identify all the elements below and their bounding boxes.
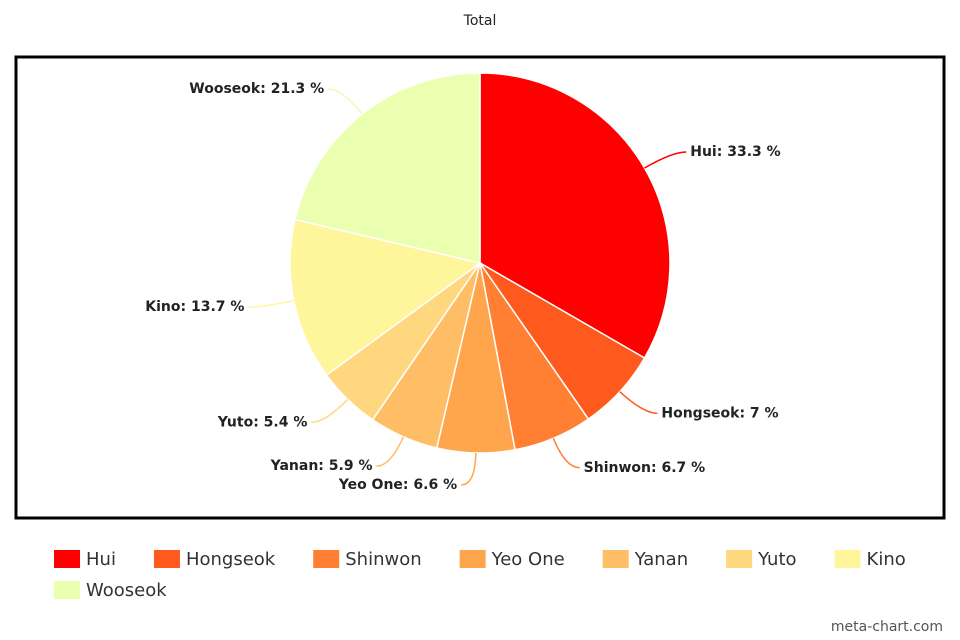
legend-label: Hui	[86, 549, 116, 570]
data-label: Wooseok: 21.3 %	[189, 81, 324, 97]
legend-label: Yeo One	[491, 549, 565, 570]
leader-line	[461, 452, 477, 486]
watermark: meta-chart.com	[831, 619, 943, 635]
legend-swatch	[54, 581, 80, 599]
legend-label: Yanan	[634, 549, 688, 570]
legend-label: Hongseok	[186, 549, 276, 570]
pie-slice	[294, 72, 481, 264]
legend-label: Kino	[867, 549, 906, 570]
legend-swatch	[54, 550, 80, 568]
leader-line	[619, 391, 658, 415]
leader-line	[248, 299, 294, 308]
leader-line	[311, 398, 349, 424]
legend-swatch	[153, 550, 180, 568]
legend-swatch	[459, 550, 486, 568]
leader-line	[644, 151, 687, 169]
legend-swatch	[602, 550, 629, 568]
data-label: Shinwon: 6.7 %	[584, 460, 706, 476]
pie-slice	[479, 72, 671, 360]
data-label: Hui: 33.3 %	[690, 144, 780, 160]
leader-line	[552, 437, 580, 469]
data-label: Kino: 13.7 %	[145, 299, 244, 315]
data-label: Yuto: 5.4 %	[217, 414, 308, 430]
data-label: Yeo One: 6.6 %	[338, 477, 457, 493]
data-label: Hongseok: 7 %	[661, 405, 778, 421]
pie-slice	[289, 218, 482, 377]
legend-swatch	[313, 550, 340, 568]
chart-title: Total	[463, 13, 497, 29]
legend-label: Wooseok	[86, 580, 167, 601]
leader-line	[328, 88, 363, 115]
plot-frame	[14, 55, 946, 520]
leader-line	[376, 436, 405, 467]
legend-label: Yuto	[757, 549, 796, 570]
legend-swatch	[726, 550, 753, 568]
data-label: Yanan: 5.9 %	[270, 458, 373, 474]
legend-swatch	[834, 550, 861, 568]
legend-label: Shinwon	[345, 549, 421, 570]
